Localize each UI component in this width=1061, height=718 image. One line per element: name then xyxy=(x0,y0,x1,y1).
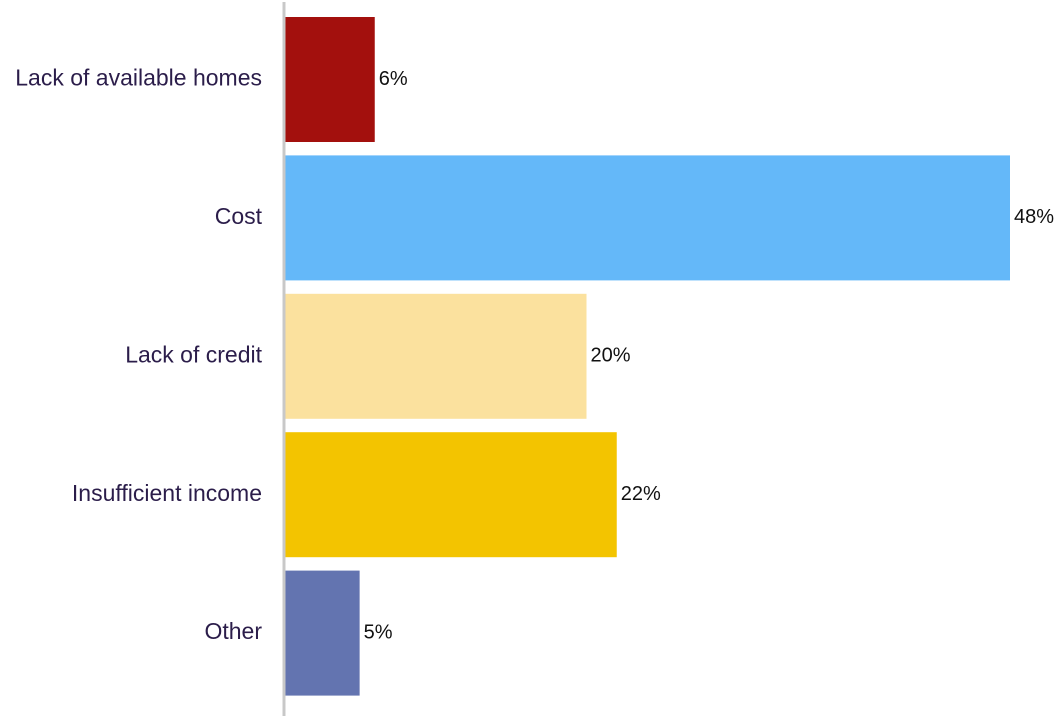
value-label: 5% xyxy=(364,621,393,643)
bar-1 xyxy=(284,155,1010,281)
category-label: Lack of credit xyxy=(125,341,262,367)
value-label: 20% xyxy=(591,345,631,367)
bar-0 xyxy=(284,17,375,142)
labels-group: Lack of available homes 6% Cost 48% Lack of … xyxy=(15,65,1054,645)
bar-4 xyxy=(284,570,360,696)
category-label: Insufficient income xyxy=(72,480,262,506)
value-label: 6% xyxy=(379,68,408,90)
bar-2 xyxy=(284,293,587,419)
category-label: Cost xyxy=(215,203,263,229)
value-label: 48% xyxy=(1014,206,1054,228)
bar-3 xyxy=(284,432,617,558)
value-label: 22% xyxy=(621,483,661,505)
category-label: Lack of available homes xyxy=(15,65,262,91)
category-label: Other xyxy=(204,618,262,644)
bars-group xyxy=(284,17,1010,696)
